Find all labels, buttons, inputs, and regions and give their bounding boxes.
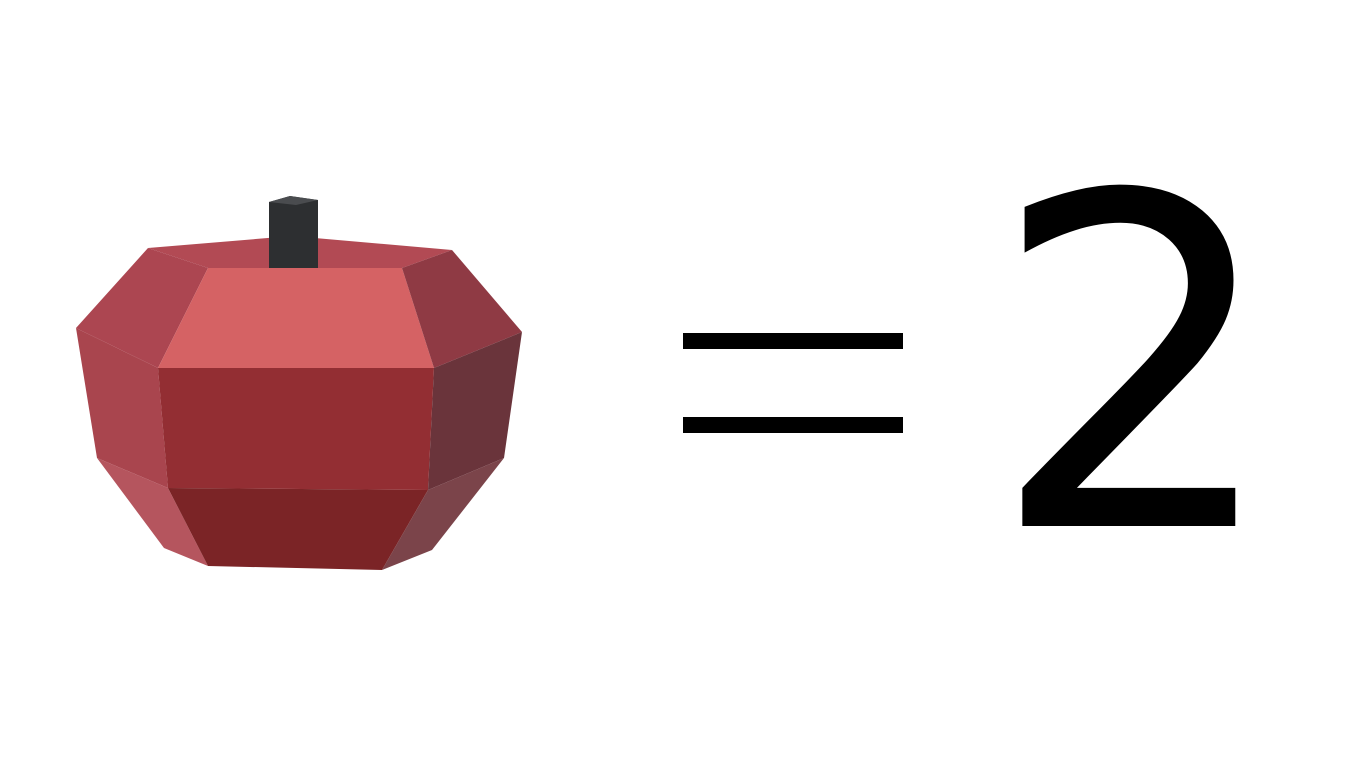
value-number: 2	[988, 100, 1282, 635]
equals-icon	[683, 333, 903, 433]
apple-icon	[74, 194, 524, 574]
equals-bottom-bar	[683, 417, 903, 433]
equals-top-bar	[683, 333, 903, 349]
